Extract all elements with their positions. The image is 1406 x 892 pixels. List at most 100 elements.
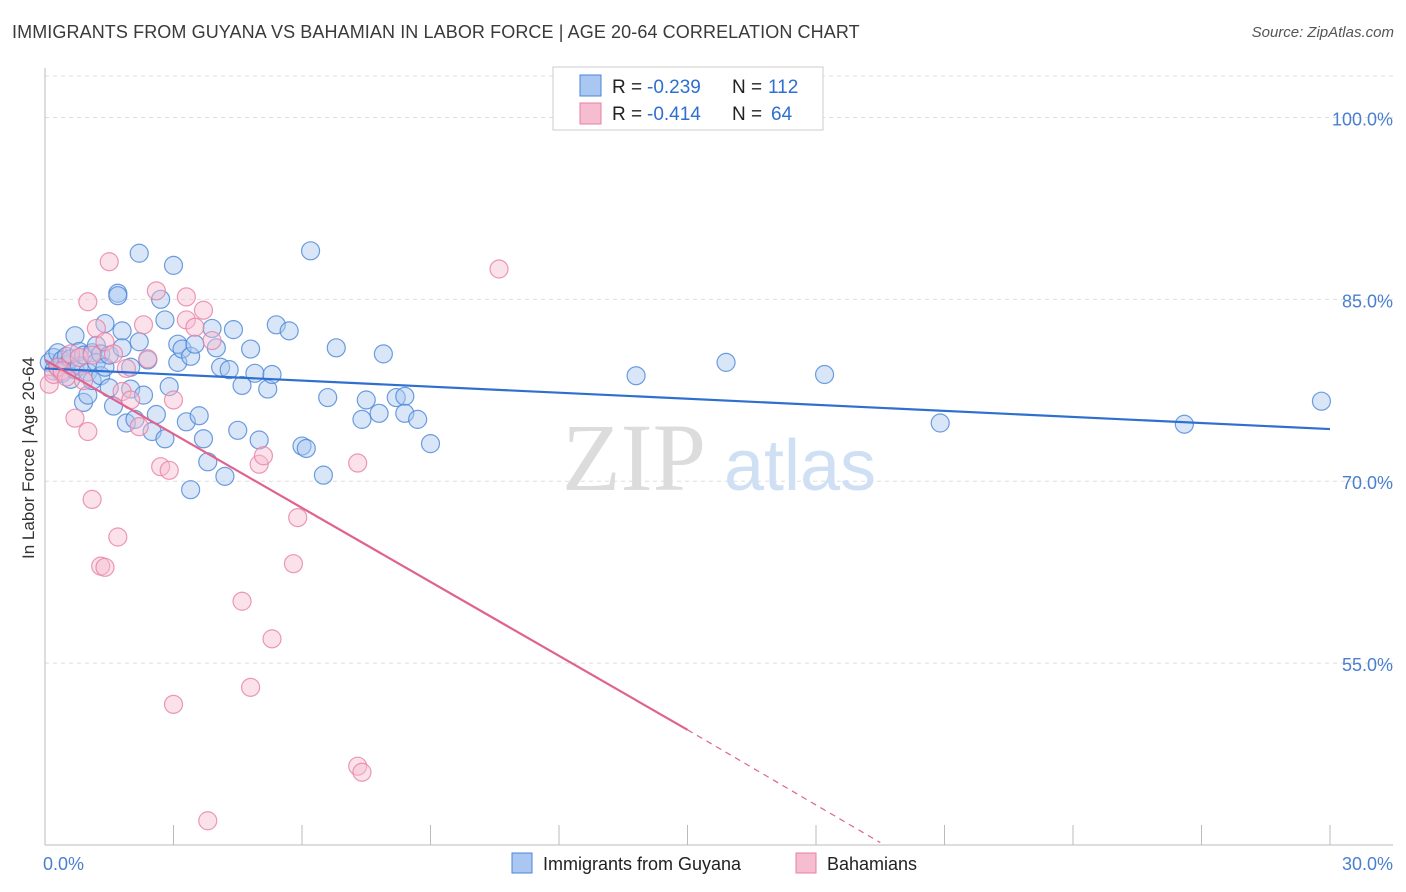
data-point-guyana: [395, 386, 415, 406]
data-point-bahamians: [193, 300, 214, 320]
data-point-guyana: [279, 321, 299, 341]
data-point-guyana: [181, 346, 201, 366]
data-point-bahamians: [176, 287, 196, 307]
data-point-bahamians: [86, 318, 107, 339]
data-point-guyana: [318, 387, 338, 408]
y-tick-label: 100.0%: [1332, 109, 1393, 129]
source-value: ZipAtlas.com: [1307, 24, 1394, 41]
legend-n-label: N =: [732, 77, 762, 98]
data-point-bahamians: [163, 390, 184, 410]
data-point-guyana: [352, 409, 372, 429]
legend-n-value: 112: [768, 77, 798, 98]
data-point-guyana: [420, 434, 441, 454]
data-point-bahamians: [78, 292, 98, 312]
series-bahamians: [39, 252, 509, 831]
data-point-guyana: [356, 390, 376, 410]
y-tick-label: 85.0%: [1342, 291, 1393, 311]
data-point-guyana: [65, 326, 85, 346]
data-point-bahamians: [103, 344, 124, 364]
data-point-bahamians: [352, 762, 372, 782]
data-point-guyana: [78, 385, 98, 405]
data-point-bahamians: [163, 694, 184, 714]
data-point-guyana: [930, 413, 950, 433]
data-point-guyana: [133, 385, 154, 405]
data-point-bahamians: [146, 281, 166, 301]
data-point-guyana: [1311, 391, 1332, 411]
legend-label-guyana: Immigrants from Guyana: [543, 854, 742, 874]
data-point-bahamians: [116, 358, 136, 379]
legend-r-label: R =: [612, 77, 642, 98]
data-point-bahamians: [159, 460, 179, 480]
data-point-guyana: [326, 338, 346, 358]
data-point-bahamians: [39, 374, 59, 394]
data-point-guyana: [215, 466, 235, 486]
data-point-bahamians: [185, 317, 205, 337]
watermark-zip: ZIP: [562, 404, 706, 511]
data-point-bahamians: [82, 489, 102, 510]
x-tick-label: 30.0%: [1342, 854, 1393, 874]
legend-n-value: 64: [771, 104, 793, 125]
y-tick-labels: 55.0% 70.0% 85.0% 100.0%: [1332, 109, 1393, 675]
data-point-bahamians: [129, 417, 149, 437]
axes: [44, 68, 1393, 846]
y-tick-label: 55.0%: [1342, 655, 1393, 675]
data-point-guyana: [626, 366, 646, 386]
data-point-guyana: [219, 360, 239, 380]
legend-label-bahamians: Bahamians: [827, 854, 917, 874]
data-point-bahamians: [253, 446, 274, 466]
data-point-guyana: [181, 480, 201, 500]
data-point-guyana: [185, 334, 205, 354]
data-point-guyana: [163, 255, 184, 275]
data-point-guyana: [258, 379, 278, 399]
data-point-guyana: [369, 403, 389, 423]
data-point-bahamians: [78, 421, 98, 442]
data-point-guyana: [108, 286, 128, 306]
y-axis-title: In Labor Force | Age 20-64: [19, 357, 38, 559]
data-point-guyana: [155, 310, 175, 330]
data-point-guyana: [129, 243, 149, 263]
data-point-bahamians: [288, 507, 308, 528]
data-point-bahamians: [99, 252, 119, 272]
legend-swatch-guyana: [511, 852, 533, 874]
series-guyana: [39, 241, 1332, 500]
data-point-guyana: [241, 339, 261, 359]
data-point-bahamians: [82, 345, 102, 365]
data-point-guyana: [189, 406, 209, 426]
data-point-guyana: [262, 364, 282, 385]
legend-r-value: -0.414: [647, 104, 701, 125]
data-point-guyana: [249, 430, 269, 450]
data-point-bahamians: [198, 811, 218, 831]
data-point-bahamians: [241, 677, 261, 697]
trend-line-guyana: [44, 367, 1331, 431]
data-point-guyana: [1174, 414, 1194, 434]
data-point-guyana: [814, 364, 835, 385]
data-point-guyana: [313, 465, 334, 485]
data-point-bahamians: [138, 349, 158, 369]
correlation-legend: R = -0.239 N = 112 R = -0.414 N = 64: [552, 66, 824, 131]
legend-swatch-bahamians: [795, 852, 817, 874]
x-tick-labels: 0.0% 30.0%: [43, 854, 1393, 874]
source-label: Source:: [1251, 24, 1304, 41]
data-point-bahamians: [283, 554, 304, 574]
legend-r-label: R =: [612, 104, 642, 125]
trend-line-bahamians-extension: [687, 729, 881, 844]
data-point-bahamians: [202, 330, 222, 351]
watermark-atlas: atlas: [724, 426, 876, 506]
data-point-bahamians: [95, 557, 115, 577]
trend-line-bahamians: [44, 359, 689, 731]
legend-r-value: -0.239: [647, 77, 701, 98]
data-point-bahamians: [348, 453, 368, 473]
data-point-guyana: [232, 375, 252, 396]
x-tick-label: 0.0%: [43, 854, 84, 874]
data-point-guyana: [112, 321, 132, 341]
trend-lines: [44, 359, 1331, 844]
data-point-guyana: [716, 352, 736, 372]
data-point-guyana: [296, 438, 316, 459]
data-point-bahamians: [108, 527, 128, 547]
y-tick-label: 70.0%: [1342, 473, 1393, 493]
legend-n-label: N =: [732, 104, 762, 125]
data-point-bahamians: [65, 408, 85, 428]
legend-swatch-pink: [579, 102, 602, 125]
watermark: ZIP atlas: [562, 404, 876, 511]
